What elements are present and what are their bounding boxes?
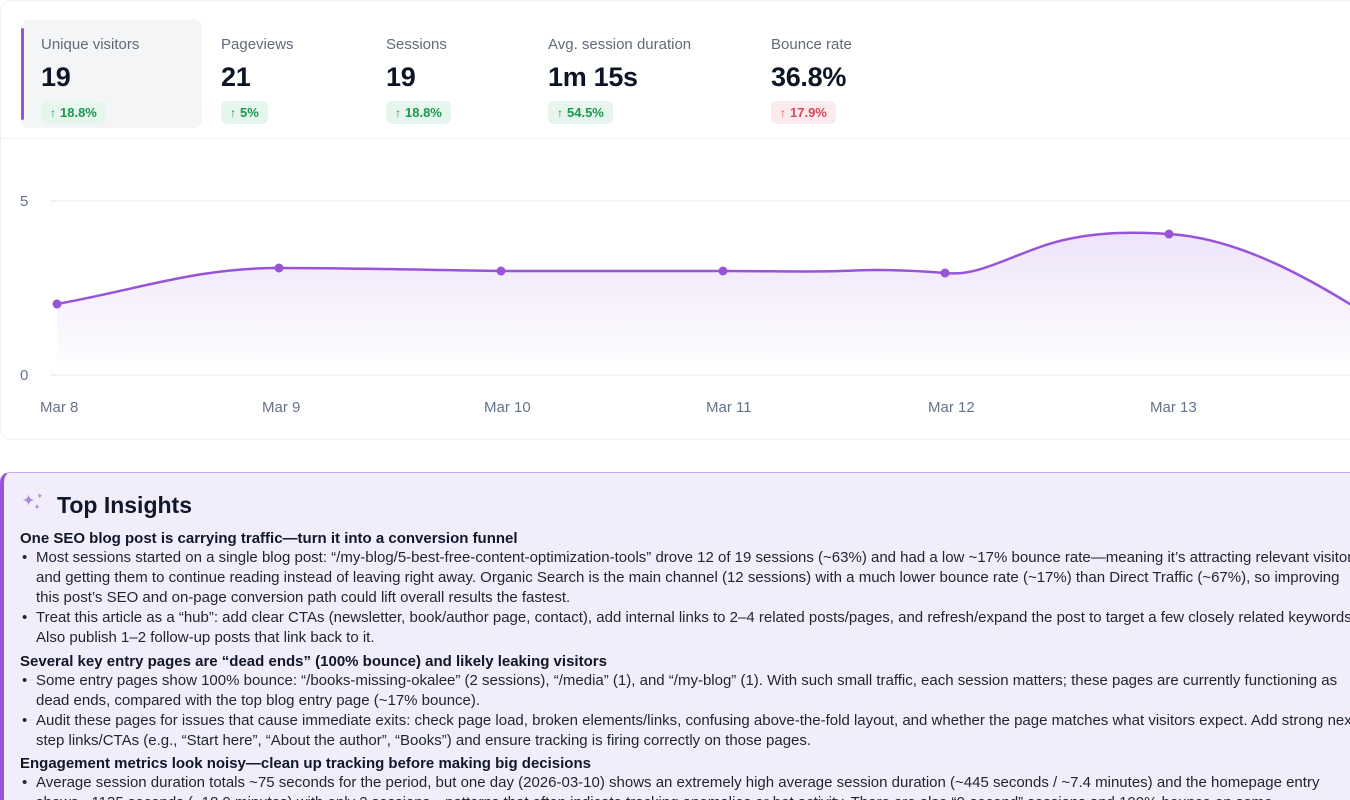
- svg-text:0: 0: [20, 367, 28, 384]
- svg-text:5: 5: [20, 193, 28, 210]
